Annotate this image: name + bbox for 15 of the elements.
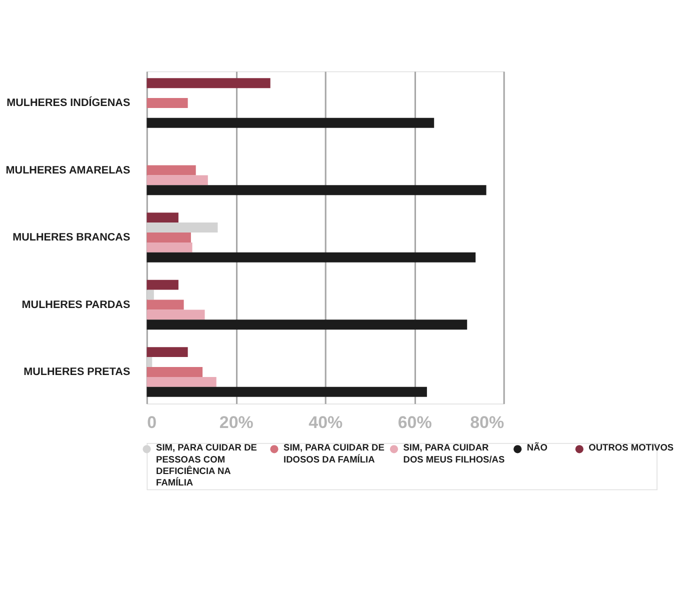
legend-label: SIM, PARA CUIDAR DOS MEUS FILHOS/AS [403, 442, 505, 464]
y-tick-label: MULHERES PARDAS [22, 298, 130, 311]
x-tick-label: 20% [219, 412, 254, 432]
x-tick-label: 0 [147, 412, 157, 432]
y-tick-label: MULHERES BRANCAS [12, 232, 130, 244]
x-tick-label: 60% [398, 412, 432, 432]
y-tick-label: MULHERES PRETAS [24, 366, 130, 378]
legend-label: OUTROS MOTIVOS [588, 442, 674, 453]
y-tick-label: MULHERES AMARELAS [6, 164, 130, 176]
legend-label: NÃO [526, 442, 548, 453]
x-tick-label: 40% [308, 412, 343, 432]
legend-label: SIM, PARA CUIDAR DE IDOSOS DA FAMÍLIA [284, 442, 384, 464]
y-tick-label: MULHERES INDÍGENAS [6, 96, 130, 110]
legend-label: SIM, PARA CUIDAR DE PESSOAS COM DEFICIÊNCIA NA FAMÍLIA [156, 442, 257, 488]
x-tick-label: 80% [470, 412, 504, 432]
